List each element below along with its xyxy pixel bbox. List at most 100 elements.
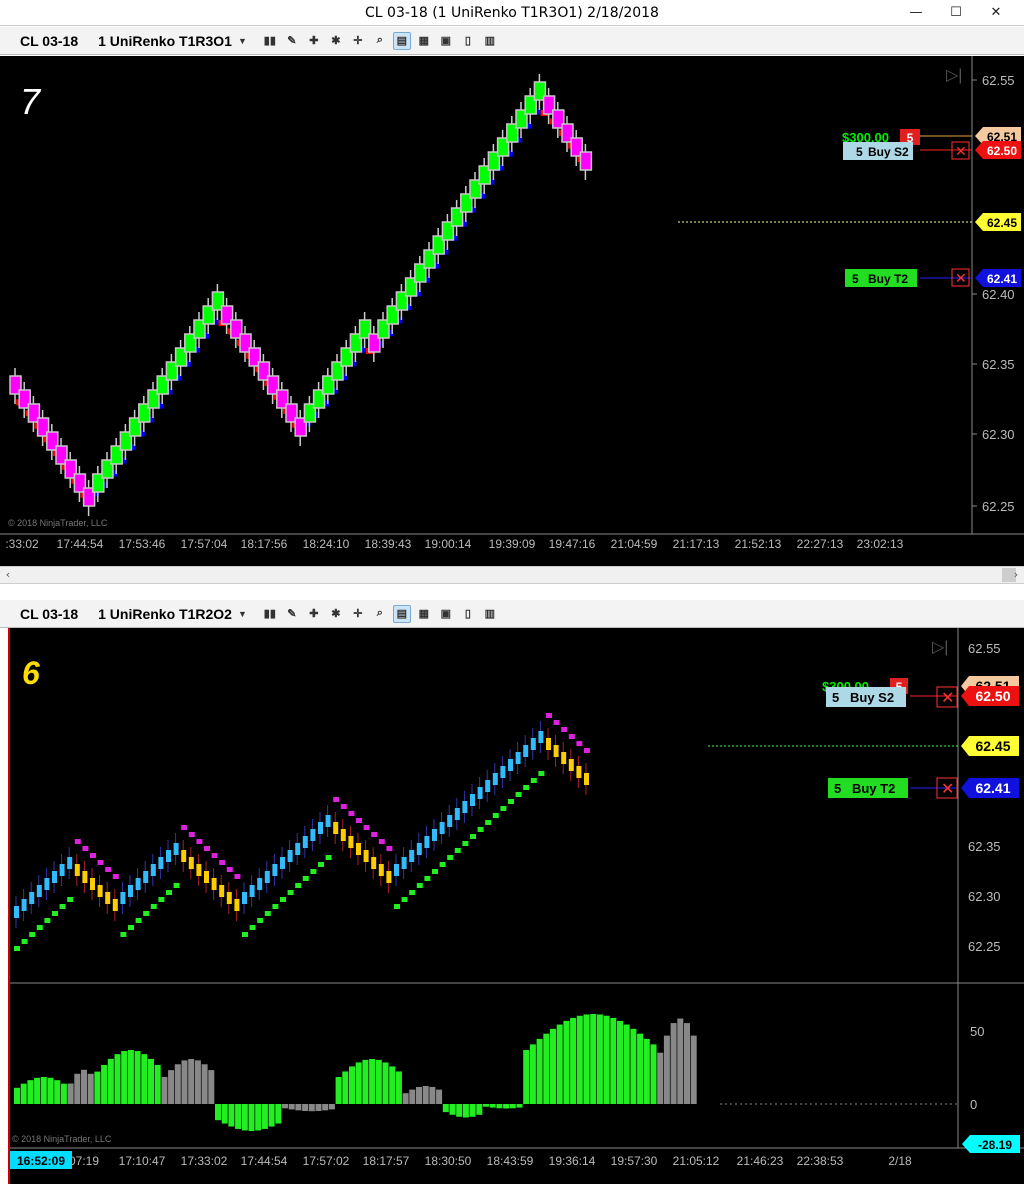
oscillator-bar — [208, 1070, 215, 1104]
series-selector[interactable]: 1 UniRenko T1R3O1 — [98, 32, 232, 49]
down-bar — [356, 843, 361, 855]
add-indicator-icon[interactable]: ✚ — [309, 35, 319, 47]
oscillator-bar — [328, 1104, 335, 1110]
oscillator-bar — [241, 1104, 248, 1131]
buy-t2-order-tag — [845, 269, 917, 287]
oscillator-bar — [489, 1104, 496, 1108]
bars-type-icon[interactable]: ▮▮ — [263, 35, 276, 47]
time-tick-label: 17:10:47 — [119, 1154, 166, 1168]
crosshair-icon[interactable]: ✛ — [353, 608, 363, 620]
share-icon[interactable]: ▯ — [464, 608, 471, 620]
time-tick-label: 17:44:54 — [241, 1154, 288, 1168]
bottom-chart-canvas[interactable]: 62.55 62.35 62.30 62.25 50 0 07:19 17:10:47 17:3… — [0, 628, 1024, 1184]
trend-line-segment — [409, 890, 416, 895]
snapshot-icon[interactable]: ▣ — [440, 608, 452, 620]
scrollbar-thumb[interactable] — [1002, 568, 1016, 582]
scroll-left-icon[interactable]: ‹ — [5, 568, 11, 581]
scroll-right-icon[interactable]: › — [1013, 568, 1019, 581]
cancel-order-icon[interactable] — [951, 268, 970, 287]
data-box-icon[interactable]: ▦ — [418, 35, 430, 47]
cancel-order-icon[interactable] — [951, 141, 970, 160]
share-icon[interactable]: ▯ — [464, 35, 471, 47]
up-bar — [515, 752, 521, 764]
instrument-selector[interactable]: CL 03-18 — [20, 605, 79, 622]
up-bar — [52, 871, 57, 883]
oscillator-bar — [94, 1071, 101, 1104]
trend-line-segment — [150, 904, 157, 909]
trend-line-segment — [82, 846, 89, 851]
down-renko-bar — [579, 151, 593, 171]
pencil-icon[interactable]: ✎ — [287, 35, 297, 47]
strategy-icon[interactable]: ✱ — [331, 608, 341, 620]
scroll-to-end-icon: ▷| — [946, 67, 962, 84]
time-tick-label: 21:46:23 — [737, 1154, 784, 1168]
time-tick-label: 17:57:02 — [303, 1154, 350, 1168]
price-tick-label: 62.55 — [982, 73, 1015, 88]
oscillator-bar — [188, 1059, 195, 1104]
oscillator-bar — [550, 1028, 556, 1104]
trend-line-segment — [561, 727, 568, 732]
series-dropdown-icon[interactable]: ▼ — [237, 608, 247, 619]
oscillator-bar — [409, 1089, 416, 1104]
bottom-chart-panel[interactable]: 62.55 62.35 62.30 62.25 50 0 07:19 17:10:47 17:3… — [0, 628, 1024, 1184]
position-qty-text: 5 — [907, 131, 914, 145]
bars-type-icon[interactable]: ▮▮ — [263, 608, 276, 620]
close-icon[interactable]: ✕ — [990, 5, 1002, 20]
up-bar — [462, 801, 468, 813]
trend-line-segment — [52, 911, 58, 916]
trend-line-segment — [470, 834, 476, 839]
time-tick-label: 2/18 — [888, 1154, 912, 1168]
position-qty-badge — [900, 129, 920, 145]
zoom-icon[interactable]: ⌕ — [376, 34, 383, 46]
down-bar — [568, 759, 574, 771]
cancel-order-icon[interactable] — [936, 686, 958, 708]
strategy-icon[interactable]: ✱ — [331, 35, 341, 47]
trend-line-segment — [424, 876, 431, 881]
up-renko-bar — [506, 123, 519, 143]
up-bar — [128, 885, 133, 897]
oscillator-bar — [523, 1050, 530, 1104]
crosshair-icon[interactable]: ✛ — [353, 35, 363, 47]
data-box-icon[interactable]: ▦ — [418, 608, 430, 620]
oscillator-bar — [141, 1054, 148, 1104]
up-bar — [257, 878, 263, 890]
trend-line-segment — [500, 806, 507, 811]
oscillator-bar — [650, 1044, 657, 1104]
down-bar — [561, 752, 567, 764]
price-tick-label: 62.30 — [968, 889, 1001, 904]
properties-icon[interactable]: ▥ — [484, 35, 496, 47]
snapshot-icon[interactable]: ▣ — [440, 35, 452, 47]
trend-line-segment — [74, 839, 81, 844]
add-indicator-icon[interactable]: ✚ — [309, 608, 319, 620]
top-chart-canvas[interactable]: 62.55 62.40 62.35 62.30 62.25:33:02 17:44:54 1… — [0, 56, 1024, 566]
pencil-icon[interactable]: ✎ — [287, 608, 297, 620]
properties-icon[interactable]: ▥ — [484, 608, 496, 620]
up-bar — [280, 857, 285, 869]
trend-line-segment — [363, 825, 370, 830]
down-renko-bar — [46, 431, 59, 451]
chart-trader-icon[interactable]: ▤ — [392, 604, 411, 623]
instrument-selector[interactable]: CL 03-18 — [20, 32, 79, 49]
minimize-icon[interactable]: — — [909, 5, 923, 20]
oscillator-bar — [684, 1023, 690, 1104]
up-renko-bar — [533, 81, 547, 101]
cancel-order-icon[interactable] — [936, 777, 958, 799]
time-tick-label: 18:17:56 — [241, 537, 288, 551]
series-selector[interactable]: 1 UniRenko T1R2O2 — [98, 605, 232, 622]
up-renko-bar — [414, 263, 427, 283]
up-bar — [325, 815, 331, 827]
copyright-text: © 2018 NinjaTrader, LLC — [8, 518, 108, 528]
top-chart-panel[interactable]: 62.55 62.40 62.35 62.30 62.25:33:02 17:44:54 1… — [0, 56, 1024, 566]
up-renko-bar — [101, 459, 114, 479]
maximize-icon[interactable]: ☐ — [950, 5, 962, 20]
oscillator-bar — [670, 1023, 677, 1104]
zoom-icon[interactable]: ⌕ — [376, 607, 383, 619]
up-renko-bar — [147, 389, 160, 409]
chart-trader-icon[interactable]: ▤ — [392, 31, 411, 50]
series-dropdown-icon[interactable]: ▼ — [237, 35, 247, 46]
oscillator-bar — [637, 1033, 644, 1104]
horizontal-scrollbar[interactable]: ‹ › — [0, 566, 1024, 584]
up-renko-bar — [524, 95, 537, 115]
down-bar — [386, 871, 392, 883]
trend-line-segment — [226, 867, 233, 872]
